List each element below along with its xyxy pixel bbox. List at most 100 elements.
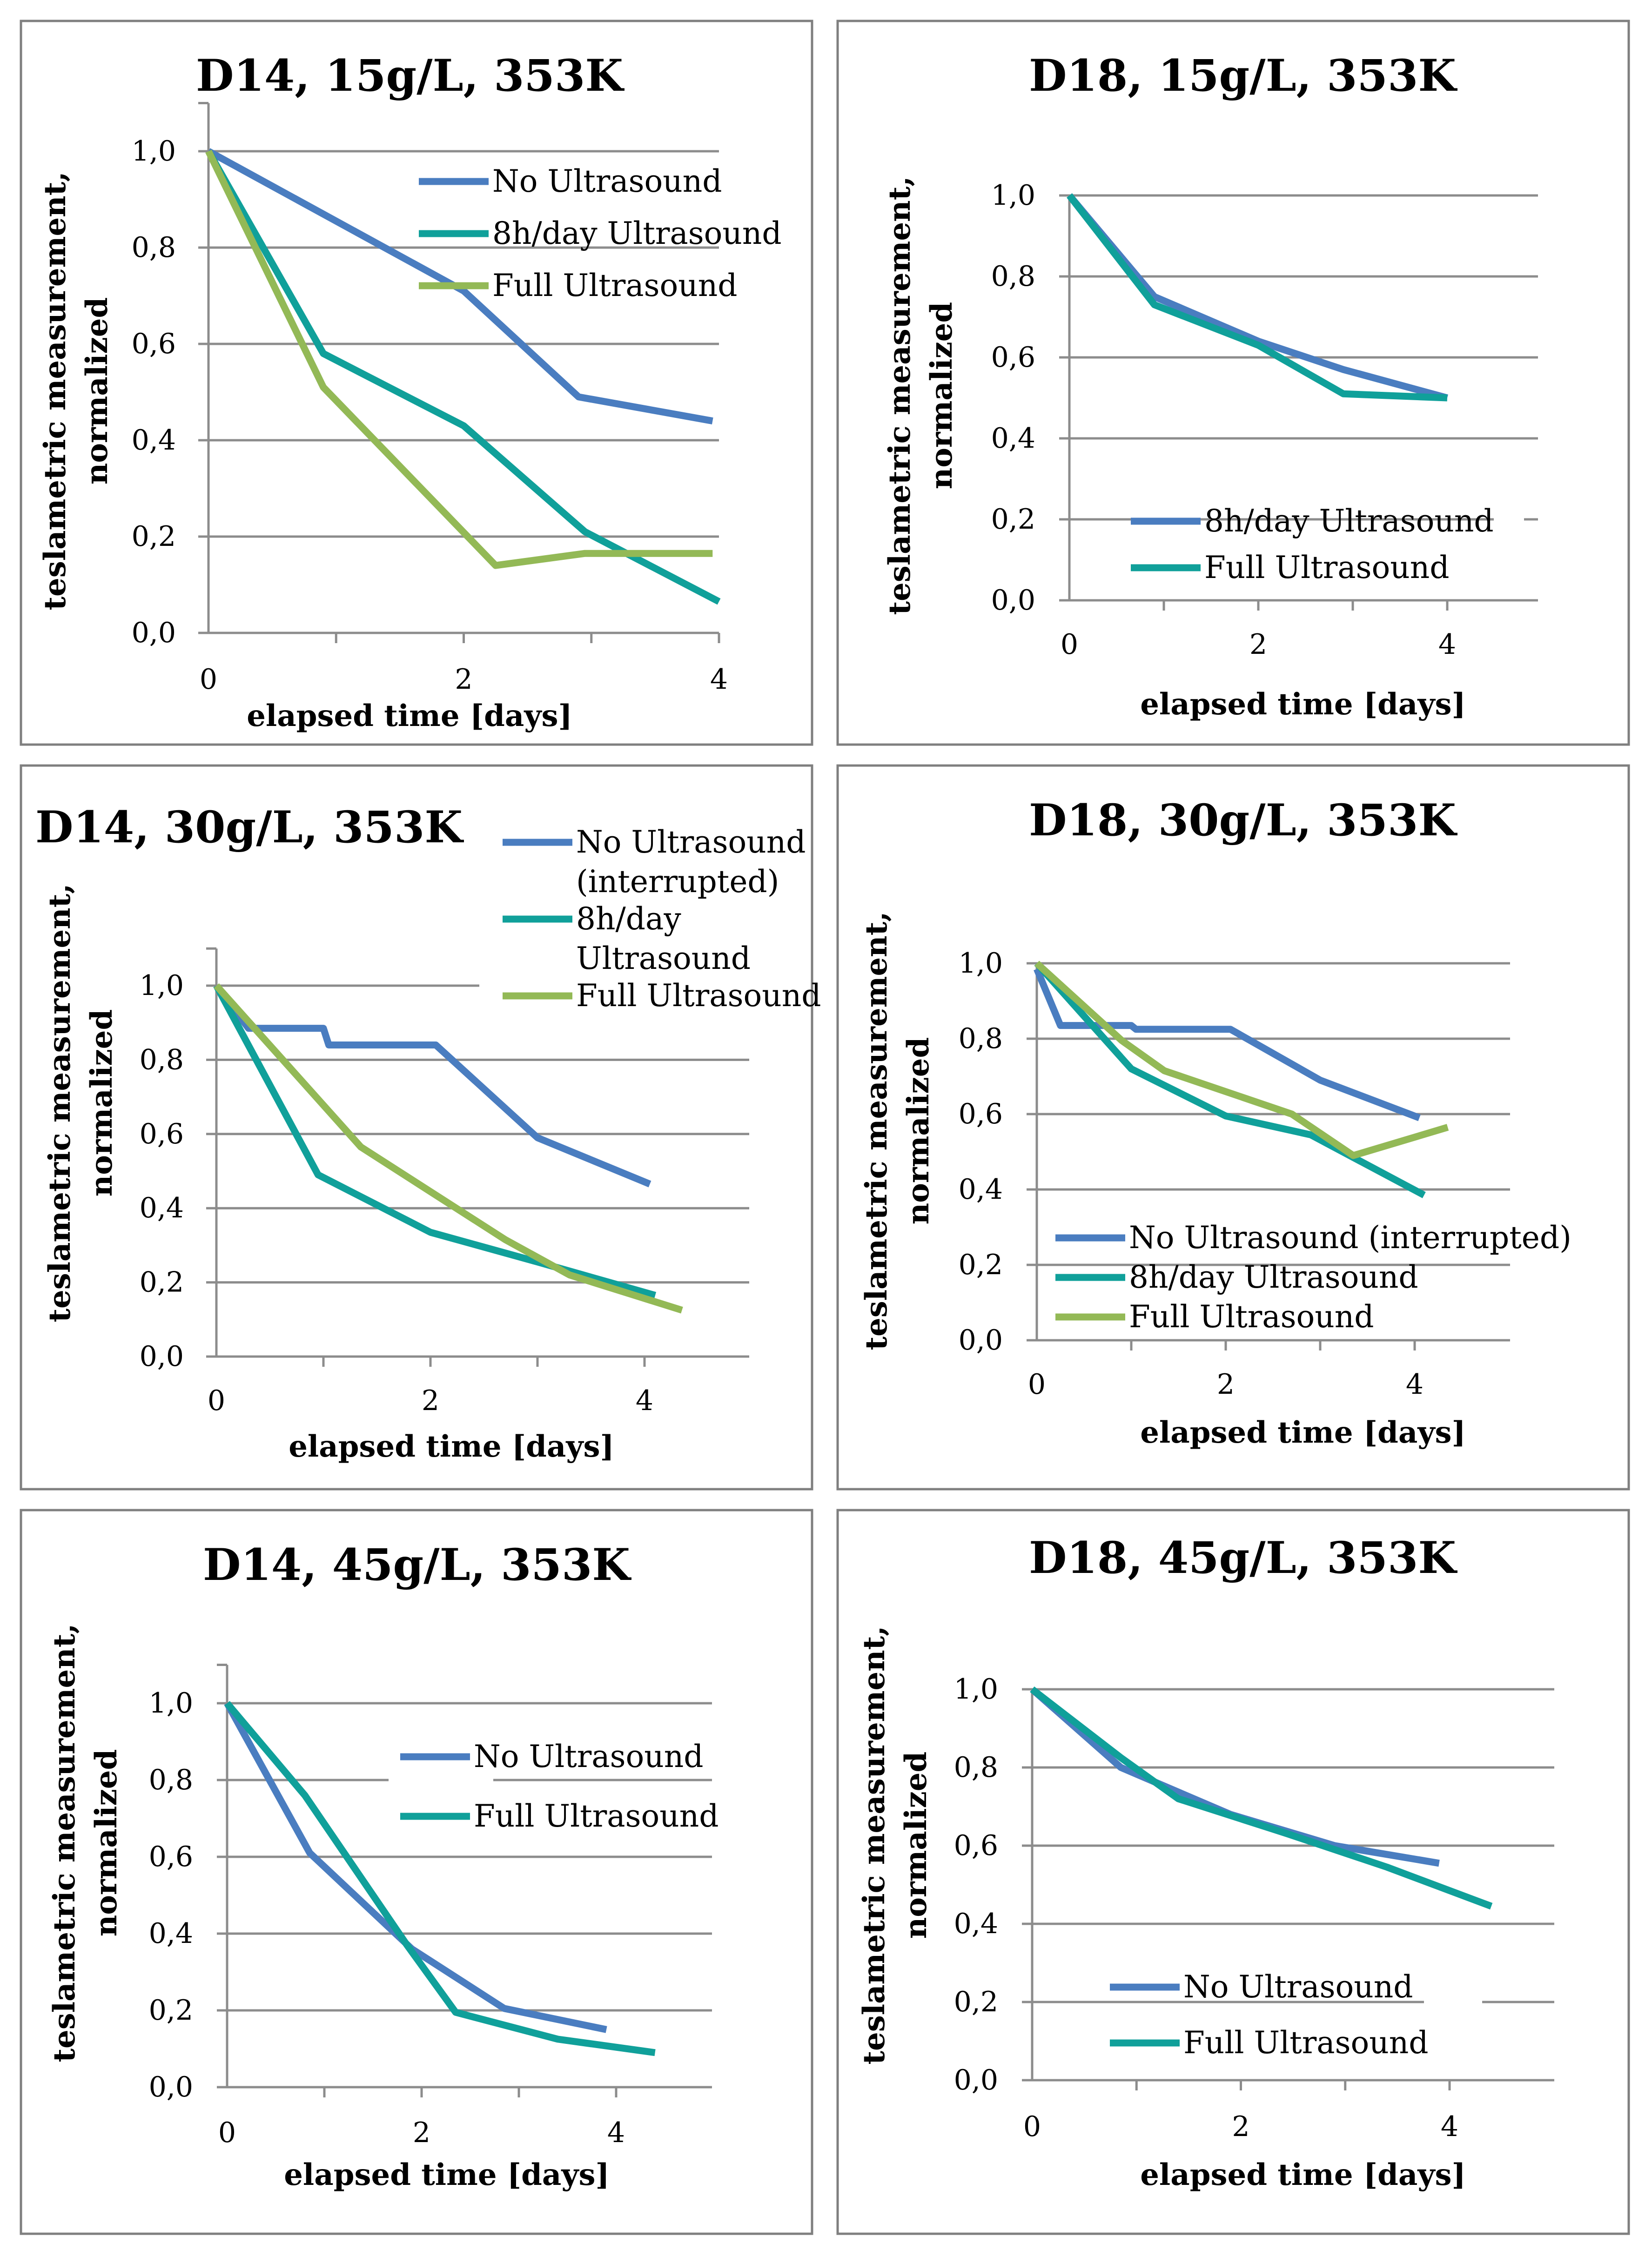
y-axis-title: normalized <box>84 1009 119 1197</box>
x-tick-label: 4 <box>710 663 728 696</box>
x-tick-label: 0 <box>1028 1368 1046 1401</box>
y-tick-label: 1,0 <box>991 179 1035 212</box>
y-tick-label: 0,2 <box>959 1249 1003 1281</box>
y-tick-label: 0,2 <box>954 1986 998 2018</box>
series-line <box>214 983 683 1314</box>
y-tick-label: 0,0 <box>991 584 1035 617</box>
y-tick-label: 0,8 <box>140 1043 184 1076</box>
y-tick-label: 0,2 <box>132 520 176 553</box>
y-axis-title: teslametric measurement, <box>859 911 894 1350</box>
series-line <box>214 983 651 1188</box>
chart-title: D18, 45g/L, 353K <box>1029 1532 1457 1584</box>
chart-title: D14, 45g/L, 353K <box>203 1539 631 1591</box>
y-tick-label: 0,8 <box>991 260 1035 293</box>
legend-label: 8h/day Ultrasound <box>1204 503 1494 539</box>
y-tick-label: 1,0 <box>959 947 1003 980</box>
legend-label: (interrupted) <box>576 864 779 900</box>
y-axis-title: normalized <box>89 1749 124 1937</box>
legend-label: No Ultrasound <box>474 1739 704 1774</box>
x-tick-label: 4 <box>607 2116 625 2149</box>
legend-label: No Ultrasound <box>576 824 806 860</box>
y-tick-label: 0,6 <box>132 328 176 360</box>
legend-label: No Ultrasound <box>492 163 722 199</box>
series-line <box>224 1701 656 2056</box>
y-tick-label: 0,0 <box>959 1324 1003 1357</box>
y-tick-label: 1,0 <box>954 1673 998 1706</box>
x-tick-label: 4 <box>1406 1368 1424 1401</box>
legend-label: Full Ultrasound <box>1204 550 1450 585</box>
y-tick-label: 0,8 <box>132 231 176 264</box>
x-tick-label: 0 <box>208 1384 225 1417</box>
x-tick-label: 4 <box>1441 2110 1458 2143</box>
series-line <box>205 149 713 569</box>
x-tick-label: 4 <box>636 1384 653 1417</box>
chart-3: 0,0 0,2 0,4 0,6 0,8 1,0 0 2 4 No Ultrasound (inter… <box>20 764 821 1491</box>
series-line <box>207 148 713 424</box>
x-tick-label: 2 <box>413 2116 430 2149</box>
y-axis-title: normalized <box>901 1037 936 1225</box>
y-tick-label: 1,0 <box>132 135 176 168</box>
y-tick-label: 0,6 <box>991 341 1035 374</box>
legend-label: Full Ultrasound <box>1183 2025 1429 2061</box>
legend-label: Full Ultrasound <box>474 1798 719 1834</box>
y-axis-title: normalized <box>899 1752 933 1939</box>
chart-frame <box>836 764 1630 1491</box>
y-tick-label: 0,2 <box>991 503 1035 536</box>
y-tick-label: 0,4 <box>149 1917 193 1950</box>
chart-title: D14, 30g/L, 353K <box>35 802 464 853</box>
legend-label: Full Ultrasound <box>1129 1299 1374 1335</box>
x-tick-label: 2 <box>455 663 472 696</box>
y-tick-label: 0,6 <box>954 1829 998 1862</box>
y-tick-label: 0,0 <box>149 2071 193 2103</box>
y-tick-label: 0,8 <box>954 1751 998 1784</box>
y-tick-label: 0,4 <box>140 1192 184 1224</box>
series-line <box>1067 193 1448 402</box>
x-axis-title: elapsed time [days] <box>1140 1415 1466 1450</box>
y-tick-label: 0,8 <box>959 1022 1003 1055</box>
x-tick-label: 4 <box>1438 628 1456 661</box>
y-tick-label: 0,6 <box>149 1841 193 1873</box>
series-line <box>1034 961 1449 1159</box>
chart-1: 0,0 0,2 0,4 0,6 0,8 1,0 0 2 4 No Ultrasound 8h/day… <box>20 20 813 746</box>
y-axis-title: normalized <box>80 297 114 485</box>
x-axis-title: elapsed time [days] <box>289 1429 614 1464</box>
x-tick-label: 2 <box>1249 628 1267 661</box>
chart-frame <box>20 764 813 1491</box>
y-tick-label: 0,0 <box>954 2064 998 2096</box>
legend-label: No Ultrasound (interrupted) <box>1129 1220 1571 1256</box>
y-tick-label: 1,0 <box>140 969 184 1002</box>
series-line <box>213 984 657 1299</box>
x-axis-title: elapsed time [days] <box>1140 687 1466 722</box>
series-line <box>1030 1686 1493 1910</box>
y-tick-label: 0,2 <box>140 1266 184 1299</box>
chart-frame <box>20 20 813 746</box>
x-tick-label: 0 <box>200 663 217 696</box>
chart-title: D18, 30g/L, 353K <box>1029 795 1457 846</box>
chart-6: 0,0 0,2 0,4 0,6 0,8 1,0 0 2 4 No Ultrasound Full U… <box>836 1509 1630 2235</box>
y-tick-label: 0,6 <box>959 1098 1003 1130</box>
y-tick-label: 1,0 <box>149 1687 193 1720</box>
y-tick-label: 0,0 <box>140 1340 184 1373</box>
x-axis-title: elapsed time [days] <box>284 2157 610 2192</box>
y-tick-label: 0,4 <box>991 422 1035 455</box>
y-axis-title: normalized <box>924 302 959 490</box>
y-axis-title: teslametric measurement, <box>882 176 917 615</box>
chart-5: 0,0 0,2 0,4 0,6 0,8 1,0 0 2 4 No Ultrasound Full U… <box>20 1509 813 2235</box>
y-tick-label: 0,8 <box>149 1764 193 1796</box>
x-tick-label: 0 <box>218 2116 236 2149</box>
x-axis-title: elapsed time [days] <box>1140 2157 1466 2192</box>
chart-frame <box>836 20 1630 746</box>
chart-frame <box>20 1509 813 2235</box>
y-axis-title: teslametric measurement, <box>42 883 77 1322</box>
legend-label: Full Ultrasound <box>576 978 821 1014</box>
y-tick-label: 0,0 <box>132 617 176 649</box>
y-tick-label: 0,4 <box>959 1173 1003 1206</box>
legend-label: No Ultrasound <box>1183 1969 1413 2005</box>
legend-label: Full Ultrasound <box>492 268 738 303</box>
y-tick-label: 0,4 <box>954 1908 998 1940</box>
y-tick-label: 0,6 <box>140 1118 184 1150</box>
x-tick-label: 0 <box>1023 2110 1041 2143</box>
chart-2: 0,0 0,2 0,4 0,6 0,8 1,0 0 2 4 8h/day Ultrasound Fu… <box>836 20 1630 746</box>
x-tick-label: 2 <box>1232 2110 1249 2143</box>
y-axis-title: teslametric measurement, <box>857 1626 892 2064</box>
